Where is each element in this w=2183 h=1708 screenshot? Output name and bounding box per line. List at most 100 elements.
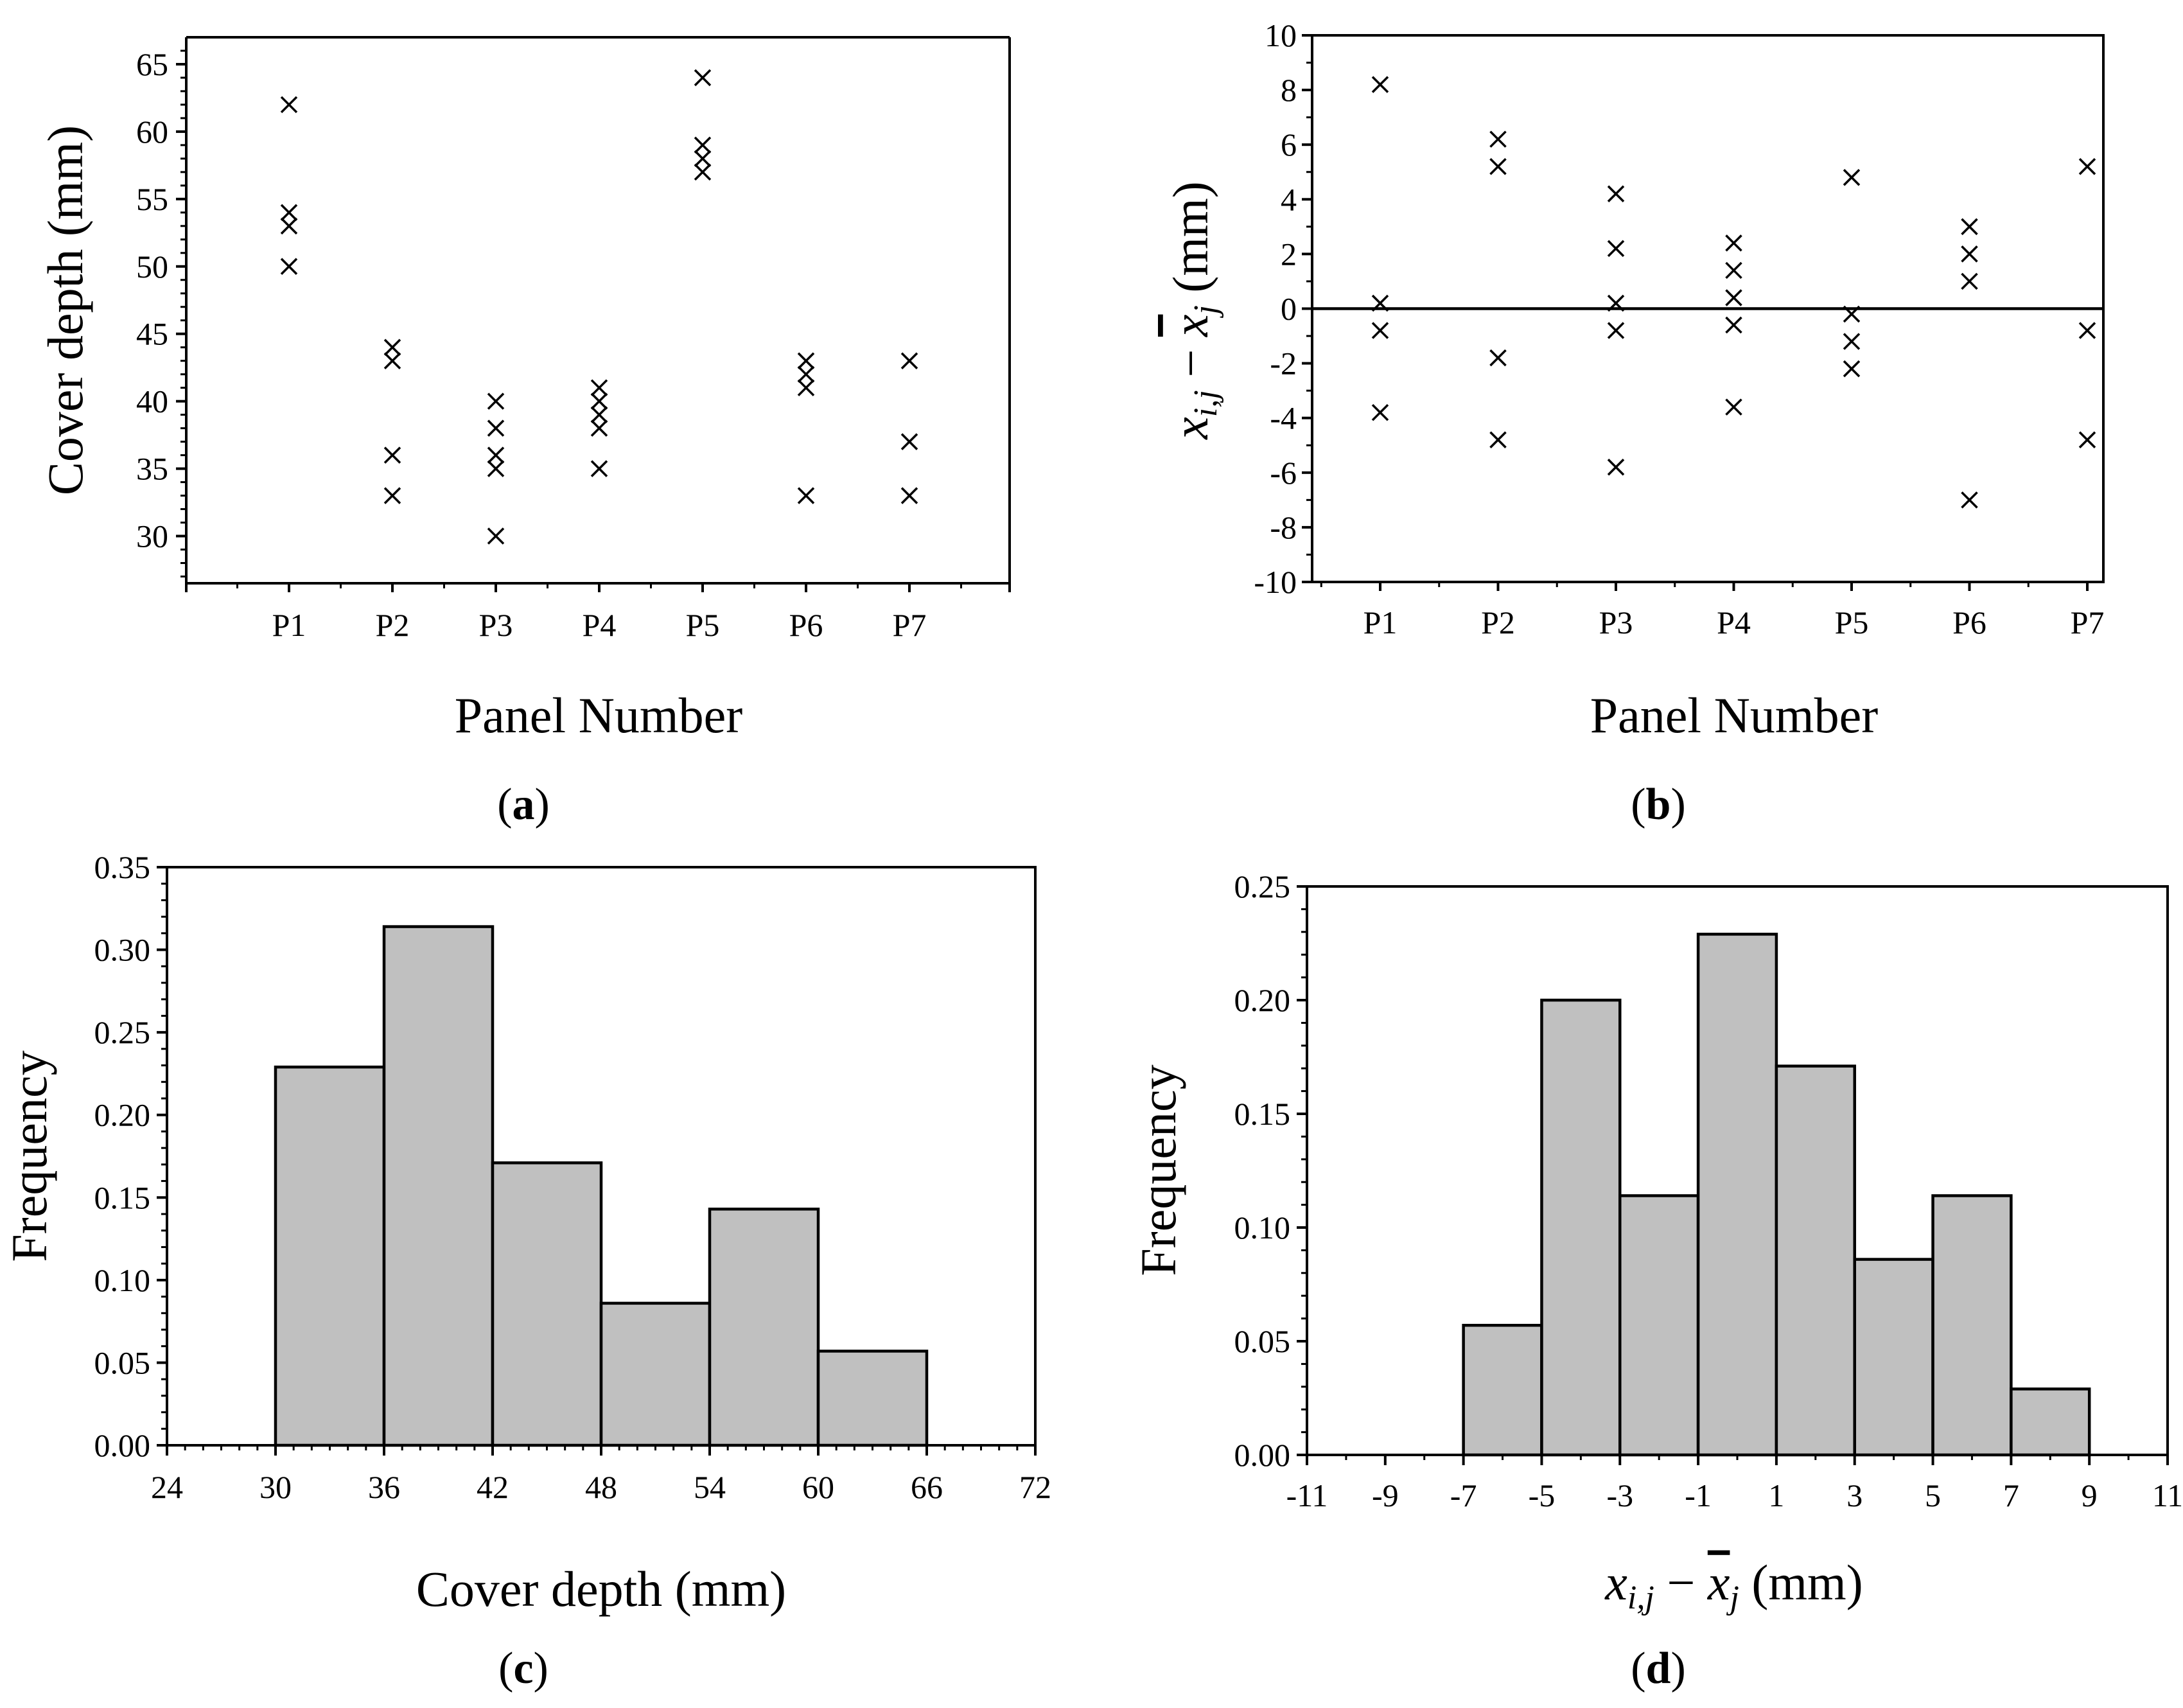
data-point (900, 433, 918, 450)
y-tick-label: 8 (1281, 72, 1297, 108)
marker-stroke (1961, 218, 1978, 236)
histogram-bar (1618, 1194, 1700, 1457)
data-point (1607, 294, 1625, 312)
data-point (280, 96, 298, 114)
math-subscript-j: j (1726, 1580, 1739, 1616)
marker-stroke (1843, 360, 1861, 378)
data-point (1961, 491, 1978, 509)
math-unit: (mm) (1162, 181, 1218, 305)
marker-stroke (694, 150, 712, 168)
marker-stroke (1607, 322, 1625, 339)
marker-stroke (1961, 272, 1978, 290)
histogram-bar (2010, 1387, 2091, 1457)
marker-stroke (1489, 431, 1507, 448)
subfigure-caption: (d) (1631, 1644, 1686, 1693)
data-point (1725, 316, 1742, 334)
marker-stroke (694, 136, 712, 154)
x-tick-label: 5 (1925, 1477, 1941, 1513)
histogram-bar (491, 1161, 603, 1447)
marker-stroke (694, 163, 712, 181)
y-tick-label: -2 (1270, 346, 1297, 382)
marker-stroke (383, 446, 401, 464)
histogram-bar (1462, 1323, 1543, 1457)
data-point (1489, 431, 1507, 448)
data-point (590, 392, 608, 410)
math-subscript-ij: i,j (1627, 1580, 1654, 1616)
y-tick-label: 0.15 (1234, 1096, 1291, 1132)
marker-stroke (1489, 130, 1507, 148)
y-tick-label: 0.10 (94, 1262, 151, 1298)
marker-stroke (797, 487, 815, 504)
y-tick-label: 45 (136, 316, 168, 352)
x-tick-label: P5 (686, 607, 720, 643)
x-tick-label: 30 (259, 1469, 292, 1505)
marker-stroke (1843, 305, 1861, 323)
x-tick-label: P6 (1952, 604, 1986, 640)
caption-letter: b (1646, 780, 1671, 829)
x-tick-label: P5 (1835, 604, 1869, 640)
data-point (2078, 431, 2096, 448)
x-tick-label: 60 (802, 1469, 834, 1505)
data-point (487, 419, 505, 437)
histogram-bar (599, 1301, 712, 1447)
data-point (900, 352, 918, 369)
y-tick-label: 50 (136, 249, 168, 285)
data-point (1725, 289, 1742, 306)
data-point (1489, 130, 1507, 148)
data-point (590, 419, 608, 437)
marker-stroke (487, 527, 505, 545)
data-point (280, 217, 298, 235)
y-tick-label: 4 (1281, 181, 1297, 217)
y-tick-label: 0.25 (94, 1014, 151, 1050)
marker-stroke (1725, 316, 1742, 334)
data-point (280, 204, 298, 222)
data-point (383, 446, 401, 464)
marker-stroke (280, 96, 298, 114)
x-tick-label: 3 (1846, 1477, 1863, 1513)
marker-stroke (383, 352, 401, 369)
data-point (590, 379, 608, 396)
histogram-bar (274, 1065, 386, 1447)
data-point (1371, 294, 1389, 312)
marker-stroke (1961, 245, 1978, 263)
data-point (383, 352, 401, 369)
marker-stroke (590, 460, 608, 477)
marker-stroke (1371, 403, 1389, 421)
caption-paren-close: ) (535, 780, 550, 829)
marker-stroke (900, 487, 918, 504)
subfigure-caption: (a) (497, 780, 550, 829)
x-tick-label: 24 (151, 1469, 183, 1505)
x-tick-label: -7 (1450, 1477, 1477, 1513)
data-point (1843, 305, 1861, 323)
marker-stroke (383, 487, 401, 504)
caption-paren-close: ) (1670, 1644, 1685, 1693)
marker-stroke (694, 69, 712, 87)
marker-stroke (1489, 158, 1507, 175)
marker-stroke (280, 204, 298, 222)
subfigure-caption: (b) (1631, 780, 1686, 829)
marker-stroke (797, 352, 815, 369)
marker-stroke (590, 379, 608, 396)
marker-stroke (797, 379, 815, 396)
x-tick-label: 48 (585, 1469, 617, 1505)
y-tick-label: 0.00 (94, 1427, 151, 1463)
data-point (590, 406, 608, 423)
y-tick-label: 30 (136, 518, 168, 554)
histogram-bar (382, 925, 495, 1447)
marker-stroke (590, 406, 608, 423)
marker-stroke (2078, 158, 2096, 175)
marker-stroke (590, 392, 608, 410)
data-point (1607, 240, 1625, 258)
x-axis-title: xi,j − xj (mm) (1604, 1554, 1863, 1616)
y-axis-title: Frequency (1, 1050, 57, 1262)
marker-stroke (280, 258, 298, 276)
caption-paren-open: ( (1631, 1644, 1645, 1693)
marker-stroke (1607, 185, 1625, 203)
x-tick-label: P7 (893, 607, 927, 643)
caption-letter: a (513, 780, 535, 829)
x-tick-label: 11 (2152, 1477, 2183, 1513)
marker-stroke (2078, 322, 2096, 339)
math-minus: − (1654, 1554, 1708, 1610)
histogram-bar (816, 1350, 929, 1447)
marker-stroke (1725, 234, 1742, 252)
